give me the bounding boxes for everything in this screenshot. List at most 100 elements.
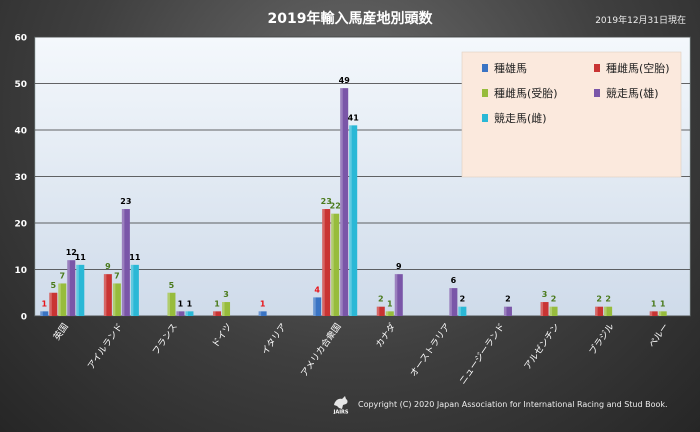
x-tick-label: カナダ bbox=[373, 321, 398, 350]
x-tick-label: アルゼンチン bbox=[521, 321, 562, 372]
legend-swatch bbox=[482, 114, 488, 122]
data-label: 2 bbox=[505, 295, 511, 304]
bar-highlight bbox=[322, 209, 325, 316]
x-tick-label: ブラジル bbox=[586, 321, 616, 357]
data-label: 2 bbox=[551, 295, 557, 304]
data-label: 1 bbox=[187, 299, 193, 308]
data-label: 3 bbox=[223, 290, 229, 299]
data-label: 6 bbox=[451, 276, 457, 285]
bar bbox=[121, 209, 130, 316]
bar-highlight bbox=[167, 292, 170, 316]
bar bbox=[322, 209, 331, 316]
data-label: 7 bbox=[114, 271, 120, 280]
bar bbox=[167, 292, 176, 316]
bar bbox=[394, 274, 403, 316]
bar bbox=[130, 264, 139, 316]
bar bbox=[549, 306, 558, 316]
data-label: 23 bbox=[321, 197, 332, 206]
bar-highlight bbox=[503, 306, 507, 316]
bar-highlight bbox=[213, 311, 216, 316]
bar bbox=[222, 302, 231, 316]
data-label: 9 bbox=[396, 262, 402, 271]
legend-swatch bbox=[482, 64, 488, 72]
bar-highlight bbox=[394, 274, 398, 316]
bar-highlight bbox=[258, 311, 262, 316]
legend-label: 競走馬(雄) bbox=[606, 86, 659, 100]
legend-label: 種雄馬 bbox=[494, 61, 527, 75]
data-label: 11 bbox=[129, 253, 141, 262]
bar-highlight bbox=[331, 213, 334, 316]
legend-swatch bbox=[594, 89, 600, 97]
data-label: 41 bbox=[348, 113, 360, 122]
y-axis: 0 10 20 30 40 50 60 bbox=[14, 34, 27, 323]
bar-highlight bbox=[222, 302, 225, 316]
bar bbox=[503, 306, 512, 316]
bar bbox=[449, 288, 458, 316]
x-tick-label: イタリア bbox=[260, 321, 289, 357]
data-label: 23 bbox=[120, 197, 131, 206]
bar bbox=[658, 311, 667, 316]
footer: JAIRS Copyright (C) 2020 Japan Associati… bbox=[330, 394, 668, 414]
data-label: 1 bbox=[42, 299, 48, 308]
data-label: 7 bbox=[60, 271, 66, 280]
data-label: 11 bbox=[75, 253, 87, 262]
bar-highlight bbox=[540, 302, 544, 316]
bar bbox=[49, 292, 58, 316]
x-tick-label: アメリカ合衆国 bbox=[298, 321, 344, 379]
bar-highlight bbox=[112, 283, 116, 316]
bars bbox=[40, 88, 667, 317]
bar-highlight bbox=[449, 288, 452, 316]
data-label: 1 bbox=[178, 299, 184, 308]
bar-highlight bbox=[49, 292, 52, 316]
x-tick-label: ペルー bbox=[647, 322, 671, 350]
bar-highlight bbox=[313, 297, 316, 316]
bar bbox=[213, 311, 222, 316]
bar-highlight bbox=[549, 306, 553, 316]
logo-text: JAIRS bbox=[332, 410, 348, 415]
y-tick-label: 60 bbox=[14, 34, 27, 44]
data-label: 5 bbox=[51, 281, 57, 290]
bar bbox=[649, 311, 658, 316]
bar-highlight bbox=[103, 274, 107, 316]
bar bbox=[258, 311, 267, 316]
x-tick-label: ニュージーランド bbox=[457, 321, 507, 386]
bar bbox=[331, 213, 340, 316]
bar-highlight bbox=[385, 311, 389, 316]
data-label: 2 bbox=[605, 295, 611, 304]
data-label: 1 bbox=[260, 299, 266, 308]
data-label: 12 bbox=[66, 248, 77, 257]
legend-swatch bbox=[482, 89, 488, 97]
bar-highlight bbox=[121, 209, 125, 316]
y-tick-label: 50 bbox=[14, 80, 27, 90]
bar bbox=[103, 274, 112, 316]
y-tick-label: 10 bbox=[14, 266, 27, 276]
bar bbox=[185, 311, 194, 316]
bar bbox=[313, 297, 322, 316]
legend-label: 種雌馬(空胎) bbox=[606, 61, 670, 75]
bar bbox=[604, 306, 613, 316]
chart-title: 2019年輸入馬産地別頭数 bbox=[267, 11, 433, 27]
x-tick-label: 英国 bbox=[51, 321, 71, 343]
bar bbox=[67, 260, 76, 316]
bar-highlight bbox=[458, 306, 461, 316]
copyright-text: Copyright (C) 2020 Japan Association for… bbox=[358, 399, 668, 409]
bar-highlight bbox=[67, 260, 70, 316]
data-label: 4 bbox=[314, 285, 320, 294]
bar bbox=[176, 311, 185, 316]
bar-highlight bbox=[604, 306, 607, 316]
bar-highlight bbox=[76, 264, 79, 316]
x-tick-label: オーストラリア bbox=[408, 321, 453, 379]
legend-box bbox=[461, 51, 682, 178]
data-label: 9 bbox=[105, 262, 111, 271]
y-tick-label: 40 bbox=[14, 127, 27, 137]
bar bbox=[349, 125, 358, 316]
data-label: 5 bbox=[169, 281, 175, 290]
y-tick-label: 30 bbox=[14, 173, 27, 183]
x-tick-label: アイルランド bbox=[86, 321, 126, 371]
legend-label: 種雌馬(受胎) bbox=[494, 86, 558, 100]
bar bbox=[340, 88, 349, 317]
bar-highlight bbox=[58, 283, 61, 316]
